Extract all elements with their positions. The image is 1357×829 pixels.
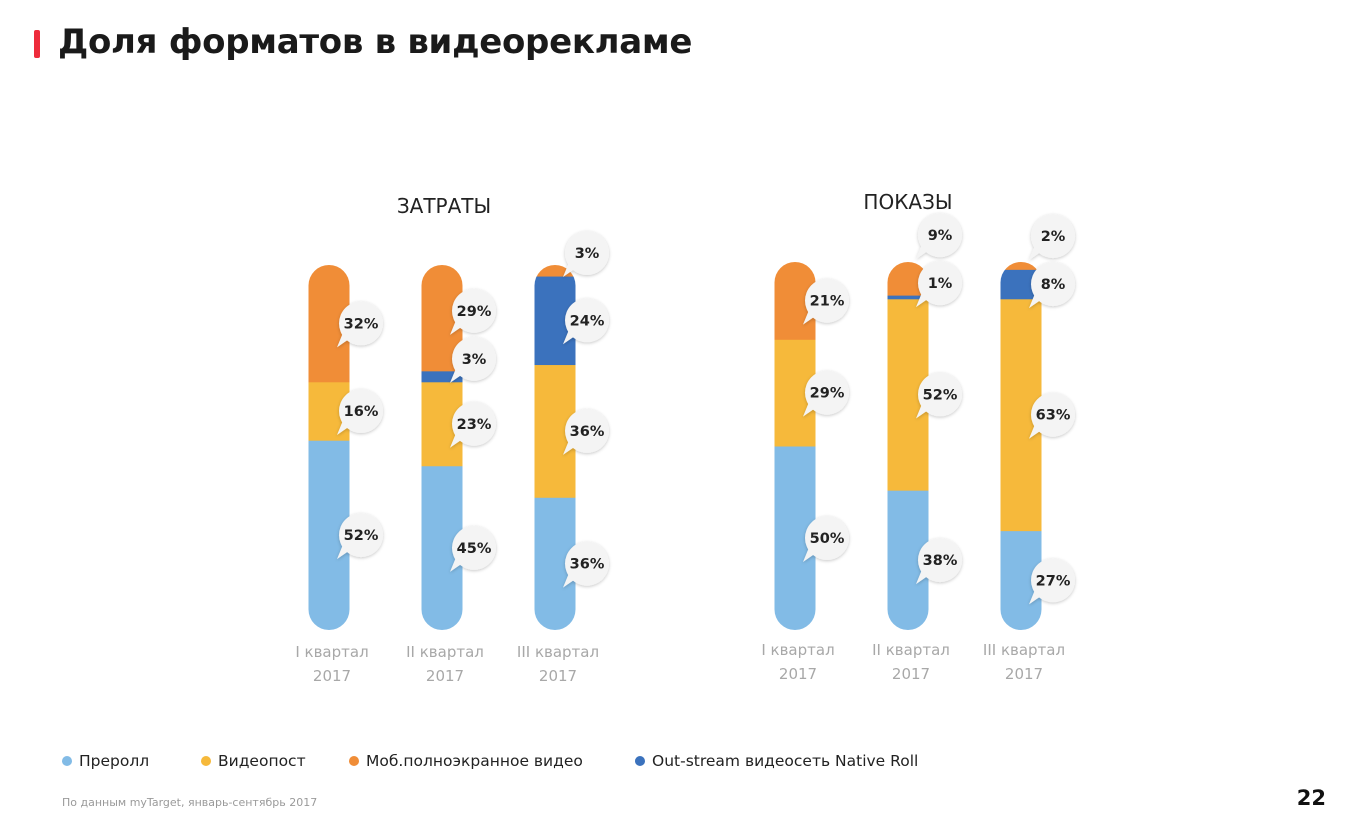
legend-label: Видеопост bbox=[218, 752, 306, 770]
data-label: 32% bbox=[344, 316, 379, 332]
legend-dot-mobile-fullscreen bbox=[349, 756, 359, 766]
legend-item-outstream: Out-stream видеосеть Native Roll bbox=[635, 752, 918, 770]
data-label: 52% bbox=[923, 387, 958, 403]
data-label-bubble bbox=[563, 541, 609, 588]
legend-item-videopost: Видеопост bbox=[201, 752, 349, 770]
legend-dot-videopost bbox=[201, 756, 211, 766]
data-label-bubble bbox=[450, 401, 496, 448]
category-label-year: 2017 bbox=[313, 667, 351, 685]
stacked-bar bbox=[308, 265, 350, 630]
legend-label: Out-stream видеосеть Native Roll bbox=[652, 752, 919, 770]
data-label: 24% bbox=[570, 313, 605, 329]
data-label: 52% bbox=[344, 528, 379, 544]
category-label: I квартал bbox=[761, 641, 834, 659]
category-label: II квартал bbox=[872, 641, 950, 659]
data-label: 29% bbox=[810, 386, 845, 402]
bar-segment bbox=[534, 265, 576, 277]
category-label: I квартал bbox=[295, 643, 368, 661]
data-label: 16% bbox=[344, 404, 379, 420]
data-label: 9% bbox=[928, 228, 953, 244]
legend-dot-preroll bbox=[62, 756, 72, 766]
data-label: 50% bbox=[810, 531, 845, 547]
source-note: По данным myTarget, январь-сентябрь 2017 bbox=[62, 796, 318, 809]
category-label: II квартал bbox=[406, 643, 484, 661]
chart-title-impressions: ПОКАЗЫ bbox=[863, 190, 953, 214]
data-label-bubble bbox=[803, 278, 849, 325]
category-label-year: 2017 bbox=[426, 667, 464, 685]
data-label-bubble bbox=[337, 389, 383, 435]
data-label-bubble bbox=[450, 288, 496, 335]
category-label-year: 2017 bbox=[779, 665, 817, 683]
page-title: Доля форматов в видеорекламе bbox=[58, 22, 693, 62]
bar-segment bbox=[887, 295, 929, 300]
data-label-bubble bbox=[450, 525, 496, 572]
data-label-bubble bbox=[803, 516, 849, 562]
data-label-bubble bbox=[337, 513, 383, 560]
data-label-bubble bbox=[337, 301, 383, 348]
chart-1: 50% 29% 21% I квартал 2017 38% 52% 1% 9% II кварт… bbox=[761, 213, 1075, 683]
legend: Преролл Видеопост Моб.полноэкранное виде… bbox=[62, 752, 918, 770]
data-label: 38% bbox=[923, 553, 958, 569]
chart-title-costs: ЗАТРАТЫ bbox=[396, 194, 492, 218]
legend-label: Моб.полноэкранное видео bbox=[366, 752, 583, 770]
bar-segment bbox=[421, 370, 463, 383]
data-label-bubble bbox=[1029, 392, 1075, 439]
data-label-bubble bbox=[916, 538, 962, 585]
category-label-year: 2017 bbox=[892, 665, 930, 683]
data-label: 1% bbox=[928, 276, 953, 292]
data-label: 2% bbox=[1041, 229, 1066, 245]
data-label-bubble bbox=[916, 372, 962, 419]
data-label-bubble bbox=[803, 370, 849, 417]
data-label: 3% bbox=[462, 352, 487, 368]
page-number: 22 bbox=[1296, 786, 1326, 810]
data-label-bubble bbox=[1029, 214, 1075, 261]
bar-segment bbox=[1000, 262, 1042, 270]
data-label-bubble bbox=[916, 261, 962, 308]
data-label: 36% bbox=[570, 424, 605, 440]
chart-0: 52% 16% 32% I квартал 2017 45% 23% 3% 29% II квар… bbox=[295, 231, 609, 685]
category-label-year: 2017 bbox=[1005, 665, 1043, 683]
data-label-bubble bbox=[1029, 558, 1075, 605]
data-label: 21% bbox=[810, 294, 845, 310]
legend-dot-outstream bbox=[635, 756, 645, 766]
data-label: 45% bbox=[457, 541, 492, 557]
category-label: III квартал bbox=[517, 643, 599, 661]
data-label-bubble bbox=[563, 408, 609, 455]
legend-item-mobile-fullscreen: Моб.полноэкранное видео bbox=[349, 752, 635, 770]
data-label: 36% bbox=[570, 557, 605, 573]
data-label: 3% bbox=[575, 246, 600, 262]
data-label-bubble bbox=[563, 298, 609, 345]
data-label-bubble bbox=[916, 213, 962, 260]
legend-label: Преролл bbox=[79, 752, 150, 770]
category-label: III квартал bbox=[983, 641, 1065, 659]
data-label: 29% bbox=[457, 304, 492, 320]
data-label-bubble bbox=[450, 336, 496, 383]
data-label-bubble bbox=[1029, 262, 1075, 309]
data-label: 63% bbox=[1036, 408, 1071, 424]
data-label-bubble bbox=[563, 231, 609, 277]
data-label: 23% bbox=[457, 417, 492, 433]
data-label: 27% bbox=[1036, 573, 1071, 589]
legend-item-preroll: Преролл bbox=[62, 752, 201, 770]
data-label: 8% bbox=[1041, 277, 1066, 293]
title-accent-bar bbox=[34, 30, 40, 58]
category-label-year: 2017 bbox=[539, 667, 577, 685]
stacked-bar bbox=[534, 265, 576, 630]
